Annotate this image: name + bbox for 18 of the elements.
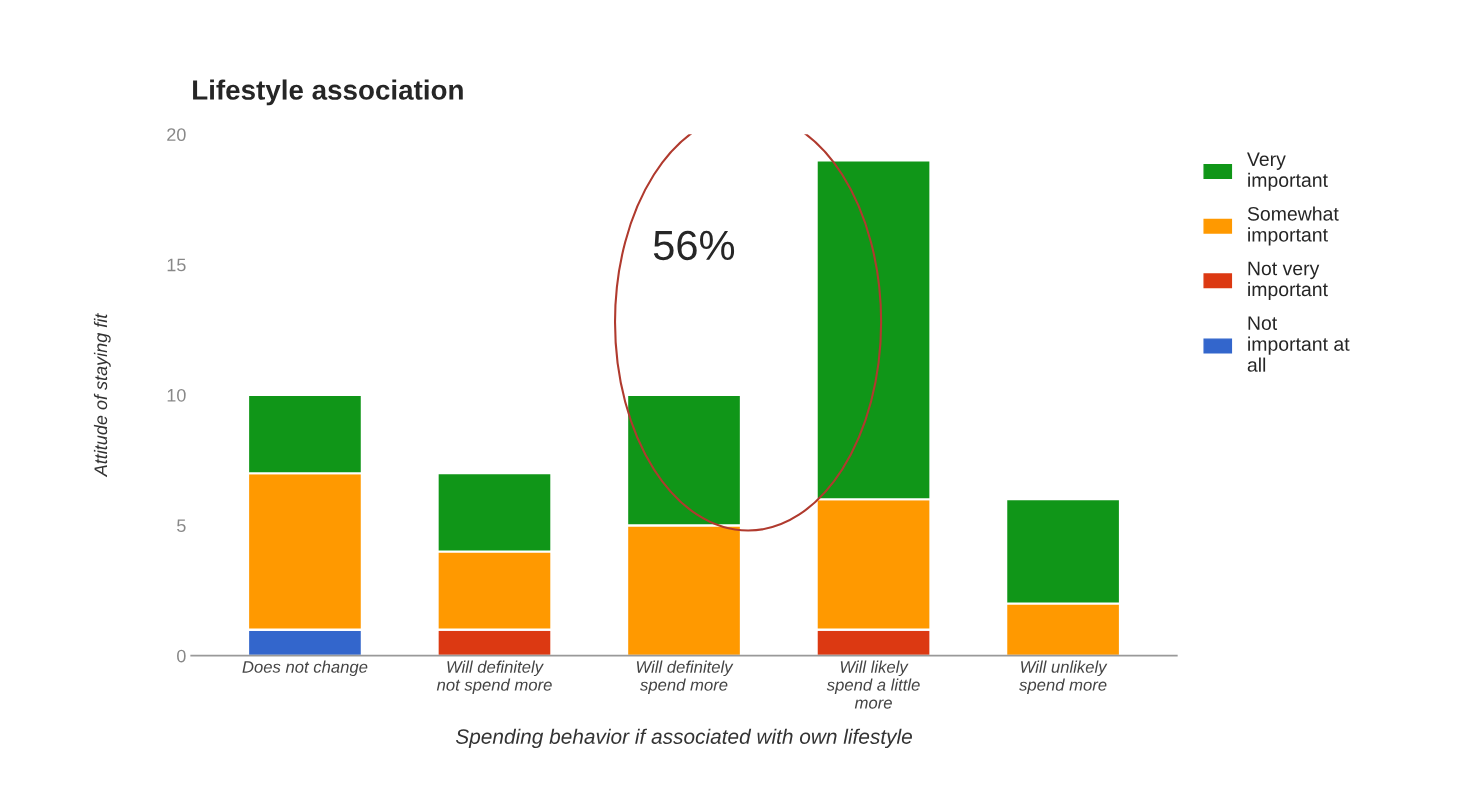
x-tick-label: Will unlikely spend more [1019,660,1108,695]
legend-label: Not important at all [1247,316,1350,372]
x-axis-title: Spending behavior if associated with own lifestyle [455,728,912,749]
legend-label: Somewhat important [1247,206,1339,246]
chart-title: Lifestyle association [193,79,463,106]
y-tick-label: 15 [167,258,186,272]
legend-label: Not very important [1248,261,1328,301]
y-tick-label: 20 [167,128,186,142]
y-tick-label: 10 [167,388,186,402]
y-tick-label: 5 [177,519,186,533]
x-tick-label: Will definitely not spend more [436,660,552,695]
y-tick-label: 0 [177,649,186,663]
legend-label: Very important [1247,152,1328,191]
x-tick-label: Will definitely spend more [636,660,734,695]
x-tick-label: Does not change [242,660,368,677]
y-axis-title: Attitude of staying fit [93,313,111,478]
x-tick-label: Will likely spend a little more [826,660,920,709]
annotation: 56% [653,230,735,261]
